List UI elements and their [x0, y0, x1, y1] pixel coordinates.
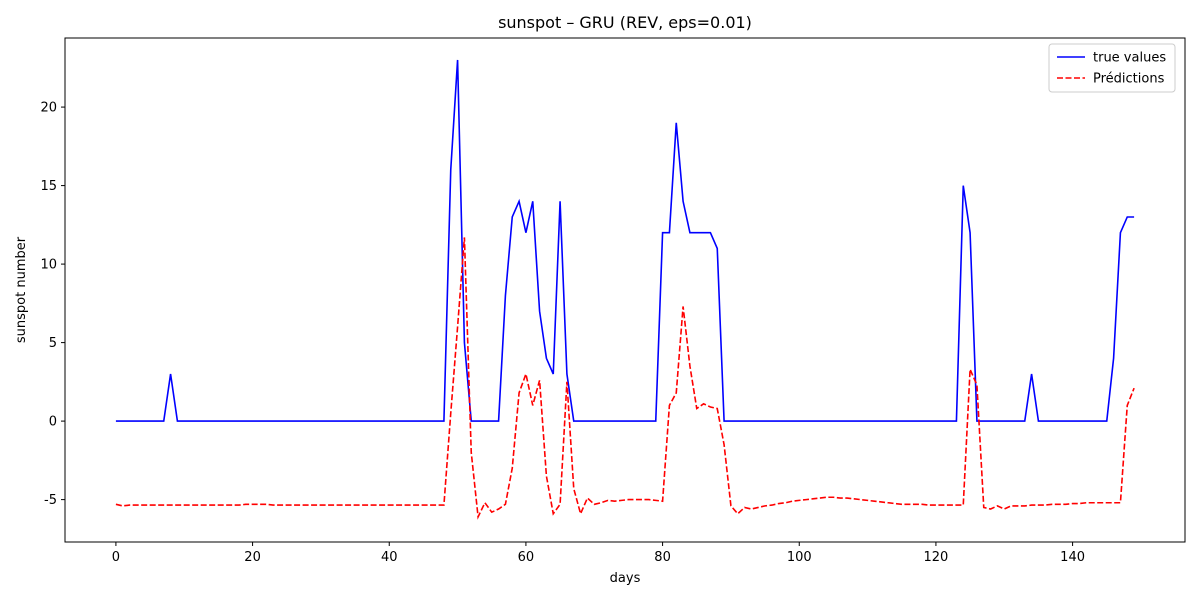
legend-box — [1048, 43, 1176, 93]
x-tick-label: 120 — [924, 550, 949, 565]
y-tick-label: 20 — [40, 101, 57, 116]
x-tick-label: 40 — [381, 550, 398, 565]
legend-label: true values — [1093, 51, 1166, 66]
legend-label: Prédictions — [1093, 72, 1165, 87]
x-tick-label: 0 — [112, 550, 120, 565]
chart-title: sunspot – GRU (REV, eps=0.01) — [498, 13, 752, 32]
series-line — [115, 59, 1135, 422]
y-tick-label: 10 — [40, 258, 57, 273]
x-tick-label: 140 — [1060, 550, 1085, 565]
plot-frame — [64, 37, 1186, 543]
x-tick-label: 60 — [518, 550, 535, 565]
x-tick-label: 20 — [244, 550, 261, 565]
y-axis-label: sunspot number — [14, 236, 29, 343]
y-tick-label: 0 — [49, 415, 57, 430]
y-tick-label: -5 — [44, 493, 57, 508]
x-axis-label: days — [610, 571, 641, 586]
series-line — [115, 237, 1135, 520]
y-tick-label: 15 — [40, 179, 57, 194]
y-tick-label: 5 — [49, 336, 57, 351]
x-tick-label: 80 — [654, 550, 671, 565]
x-tick-label: 100 — [787, 550, 812, 565]
